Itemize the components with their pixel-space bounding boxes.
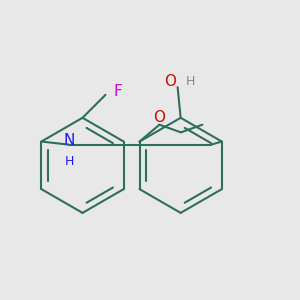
Text: H: H <box>186 75 195 88</box>
Text: N: N <box>63 134 75 148</box>
Text: O: O <box>153 110 165 124</box>
Text: H: H <box>64 155 74 168</box>
Text: O: O <box>164 74 176 89</box>
Text: F: F <box>113 84 122 99</box>
